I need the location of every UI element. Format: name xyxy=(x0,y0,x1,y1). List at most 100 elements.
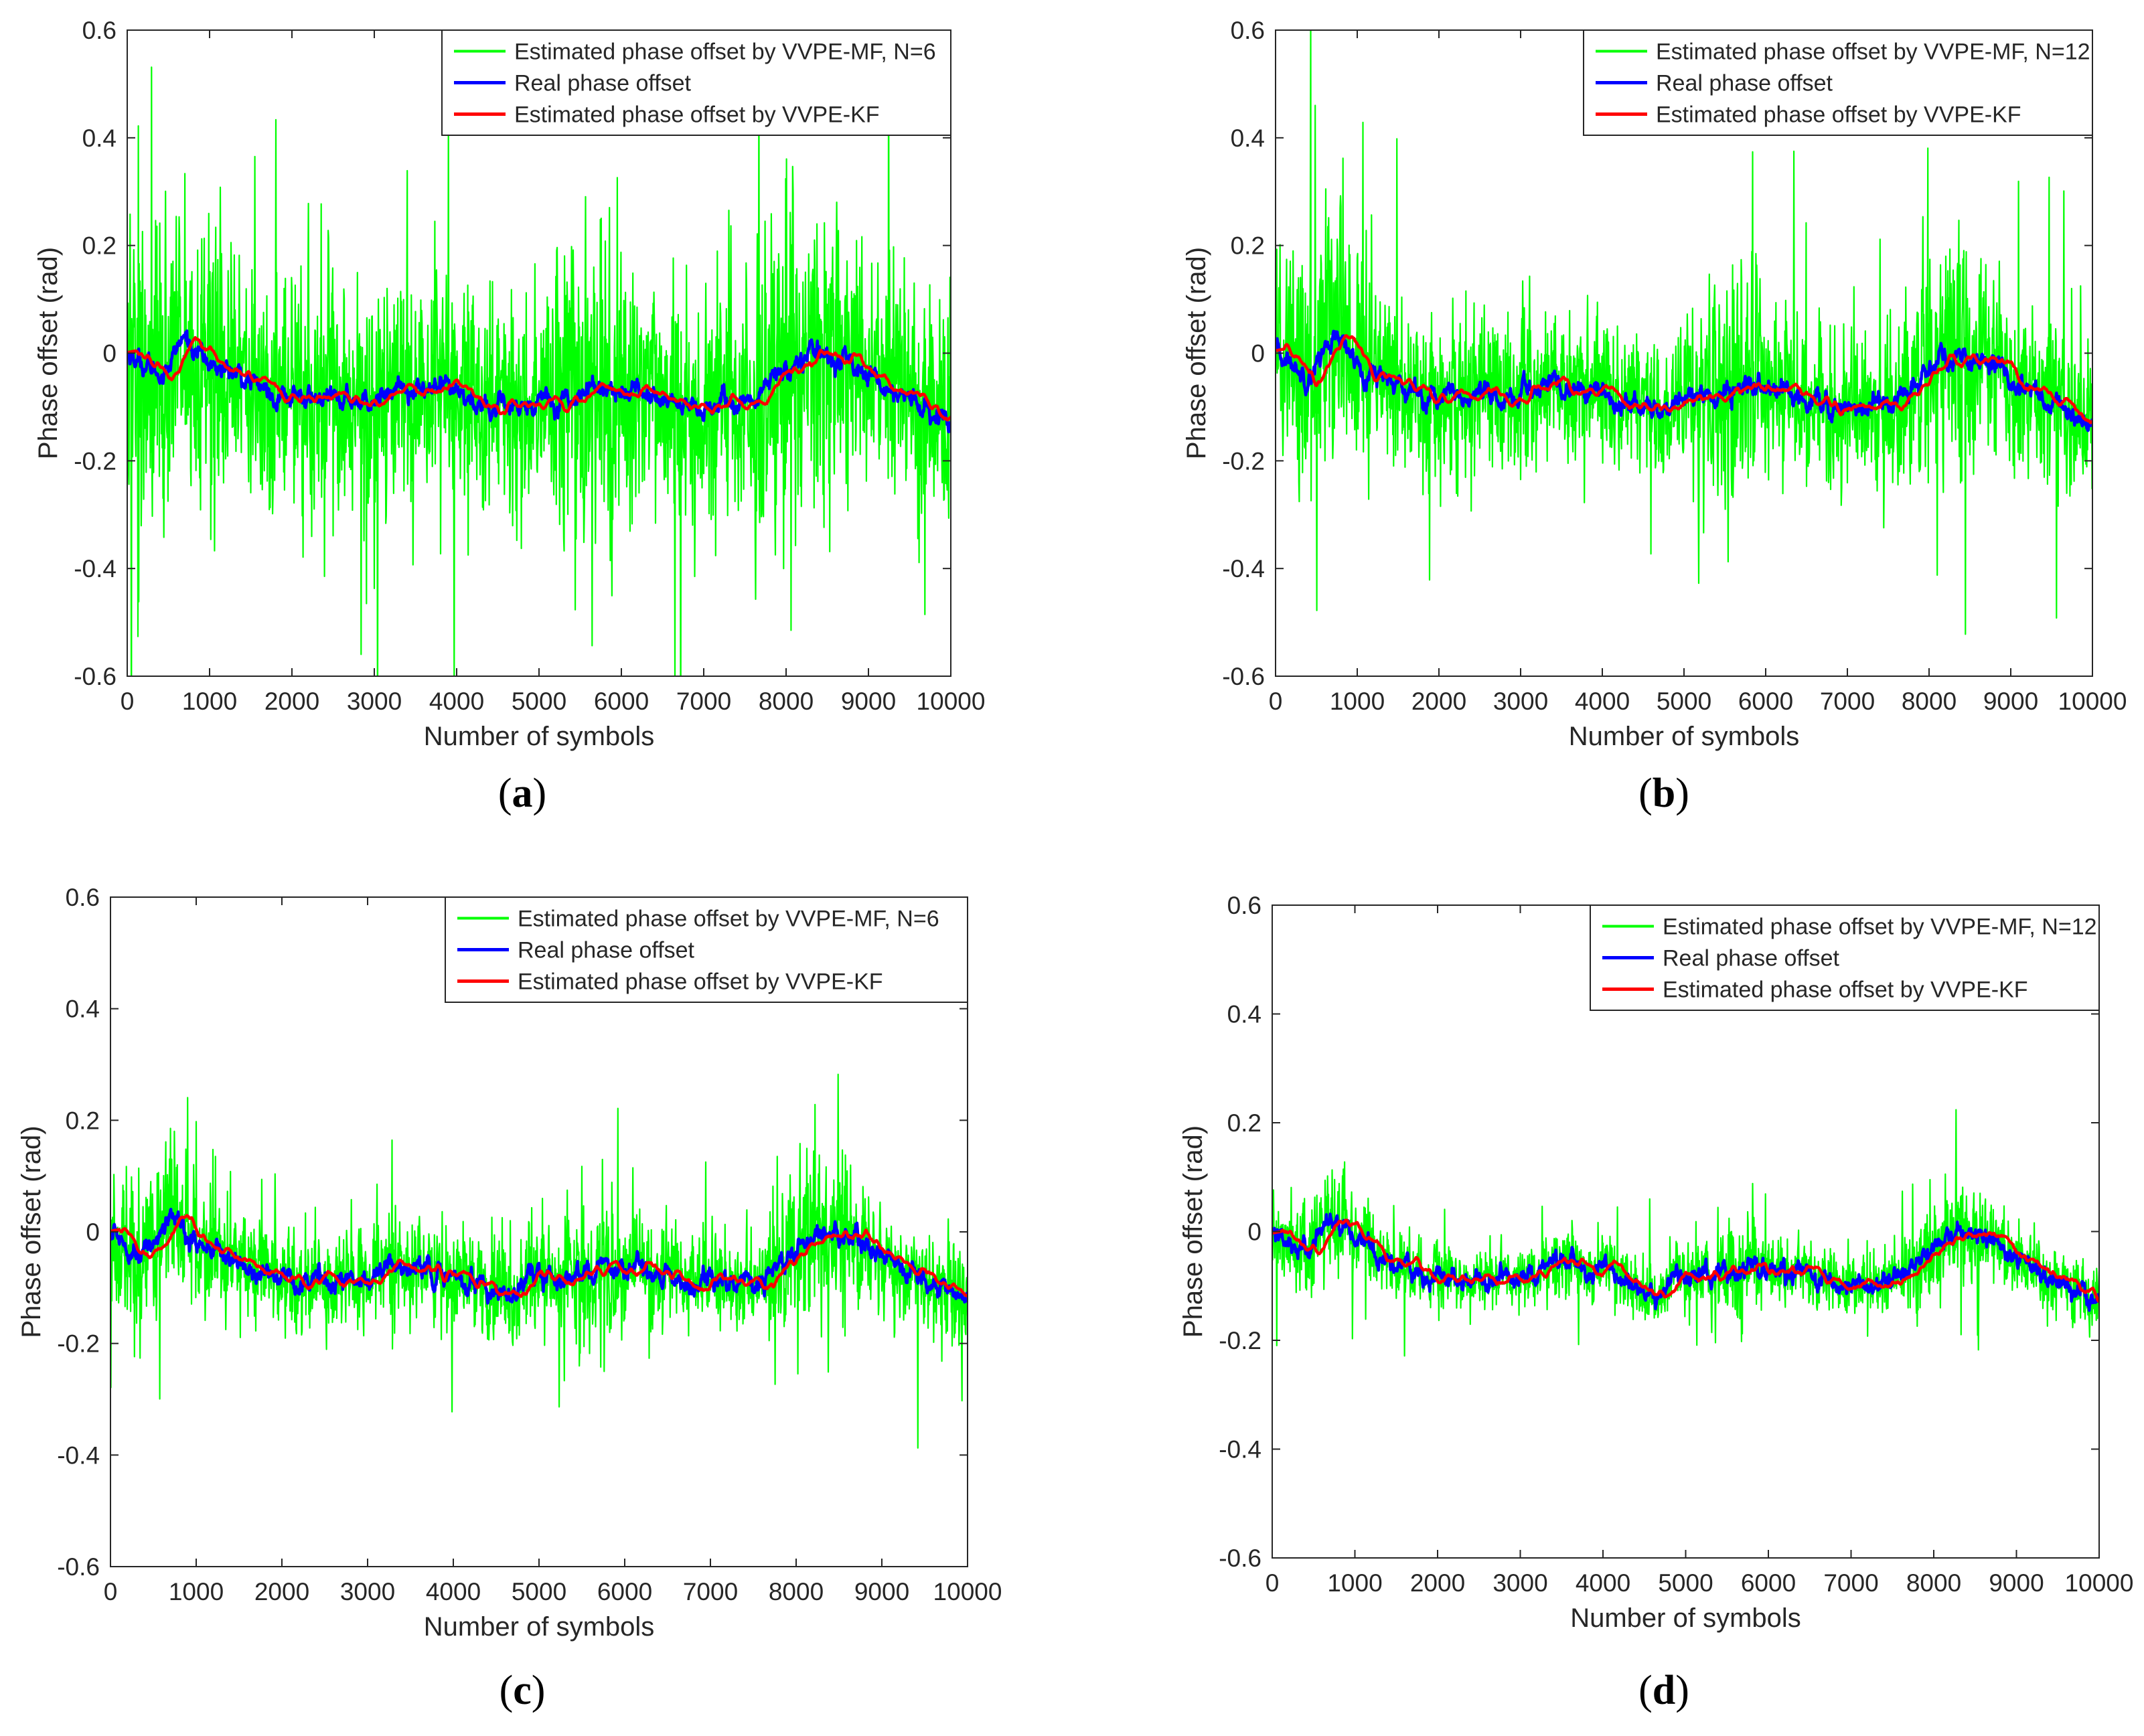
x-tick-label: 9000 xyxy=(1983,688,2038,715)
y-tick-label: 0 xyxy=(102,340,117,368)
x-tick-label: 2000 xyxy=(1411,688,1466,715)
panel-caption: (d) xyxy=(1638,1668,1689,1713)
legend-label-real: Real phase offset xyxy=(518,938,695,963)
y-axis-label: Phase offset (rad) xyxy=(33,247,63,459)
series-line-kf xyxy=(127,335,951,422)
x-tick-label: 0 xyxy=(104,1578,118,1605)
y-tick-label: -0.6 xyxy=(57,1553,100,1581)
legend-box xyxy=(445,896,968,1003)
x-tick-label: 1000 xyxy=(182,688,237,715)
legend-label-real: Real phase offset xyxy=(1663,946,1840,971)
x-tick-label: 1000 xyxy=(1327,1569,1382,1597)
legend: Estimated phase offset by VVPE-MF, N=12 R… xyxy=(1583,29,2093,136)
legend-label-real: Real phase offset xyxy=(514,71,692,96)
x-tick-label: 10000 xyxy=(2065,1569,2134,1597)
x-tick-label: 2000 xyxy=(264,688,319,715)
y-tick-label: -0.6 xyxy=(1219,1545,1261,1572)
x-tick-label: 7000 xyxy=(683,1578,738,1605)
x-tick-label: 4000 xyxy=(429,688,484,715)
x-tick-label: 5000 xyxy=(512,1578,566,1605)
x-axis-label: Number of symbols xyxy=(424,722,655,751)
y-tick-label: 0.2 xyxy=(1231,232,1265,260)
x-tick-label: 6000 xyxy=(1738,688,1793,715)
y-tick-label: 0.2 xyxy=(1227,1109,1261,1137)
y-tick-label: 0.4 xyxy=(82,125,117,152)
y-tick-label: 0 xyxy=(1247,1218,1261,1246)
panel-a: 0 1000 2000 3000 4000 5000 6000 7000 8000 9000 100… xyxy=(33,17,985,816)
x-tick-label: 10000 xyxy=(917,688,986,715)
y-axis-label: Phase offset (rad) xyxy=(17,1125,46,1338)
legend: Estimated phase offset by VVPE-MF, N=6 Re… xyxy=(441,29,951,136)
x-tick-label: 3000 xyxy=(1493,688,1548,715)
series-line-kf xyxy=(110,1214,968,1298)
x-tick-label: 3000 xyxy=(1492,1569,1547,1597)
x-axis-label: Number of symbols xyxy=(424,1612,655,1642)
x-tick-label: 9000 xyxy=(841,688,896,715)
x-tick-label: 10000 xyxy=(2058,688,2127,715)
x-tick-label: 5000 xyxy=(1657,688,1711,715)
x-tick-label: 2000 xyxy=(254,1578,309,1605)
x-tick-label: 10000 xyxy=(933,1578,1002,1605)
legend-label-noisy: Estimated phase offset by VVPE-MF, N=6 xyxy=(518,906,939,932)
legend-label-kf: Estimated phase offset by VVPE-KF xyxy=(1663,977,2028,1003)
x-tick-label: 0 xyxy=(1266,1569,1280,1597)
panel-b: 0 1000 2000 3000 4000 5000 6000 7000 8000 9000 100… xyxy=(1182,17,2127,816)
series-line-kf xyxy=(1272,1218,2099,1303)
x-tick-label: 6000 xyxy=(597,1578,652,1605)
series-line-real xyxy=(127,329,951,434)
y-tick-label: -0.2 xyxy=(57,1330,100,1358)
x-tick-label: 7000 xyxy=(676,688,731,715)
x-tick-label: 2000 xyxy=(1410,1569,1465,1597)
y-tick-label: -0.2 xyxy=(1219,1327,1261,1354)
legend-label-kf: Estimated phase offset by VVPE-KF xyxy=(1656,102,2021,128)
y-axis-label: Phase offset (rad) xyxy=(1182,247,1211,459)
y-tick-label: 0.6 xyxy=(1227,892,1261,919)
y-tick-label: 0.4 xyxy=(66,996,100,1023)
series-line-real xyxy=(1272,1212,2099,1312)
x-tick-label: 9000 xyxy=(1989,1569,2044,1597)
y-tick-label: 0.2 xyxy=(82,232,117,260)
y-tick-label: -0.2 xyxy=(1222,447,1265,475)
x-tick-label: 4000 xyxy=(1575,688,1630,715)
x-tick-label: 1000 xyxy=(1330,688,1385,715)
y-tick-label: 0.6 xyxy=(82,17,117,44)
y-tick-label: -0.6 xyxy=(1222,663,1265,690)
y-tick-label: 0.2 xyxy=(66,1107,100,1134)
series-line-noisy xyxy=(1276,30,2092,635)
series-line-noisy xyxy=(110,1073,968,1449)
x-tick-label: 1000 xyxy=(169,1578,224,1605)
x-tick-label: 5000 xyxy=(1658,1569,1713,1597)
series-line-kf xyxy=(1276,334,2092,424)
x-tick-label: 8000 xyxy=(769,1578,824,1605)
x-tick-label: 5000 xyxy=(512,688,566,715)
legend-label-noisy: Estimated phase offset by VVPE-MF, N=12 xyxy=(1663,915,2097,940)
legend-box xyxy=(441,29,951,136)
x-tick-label: 8000 xyxy=(759,688,814,715)
y-tick-label: 0 xyxy=(86,1218,100,1246)
series-line-noisy xyxy=(127,34,951,676)
y-tick-label: -0.6 xyxy=(74,663,117,690)
x-tick-label: 6000 xyxy=(594,688,649,715)
legend: Estimated phase offset by VVPE-MF, N=6 Re… xyxy=(445,896,968,1003)
series-line-real xyxy=(110,1207,968,1305)
panel-d: 0 1000 2000 3000 4000 5000 6000 7000 8000 9000 100… xyxy=(1178,892,2133,1713)
panel-c: 0 1000 2000 3000 4000 5000 6000 7000 8000 9000 100… xyxy=(17,884,1002,1713)
y-tick-label: -0.4 xyxy=(57,1441,100,1469)
y-tick-label: -0.4 xyxy=(1222,555,1265,582)
x-tick-label: 7000 xyxy=(1823,1569,1878,1597)
legend-label-kf: Estimated phase offset by VVPE-KF xyxy=(518,969,883,995)
x-tick-label: 8000 xyxy=(1902,688,1957,715)
x-tick-label: 3000 xyxy=(340,1578,395,1605)
x-tick-label: 9000 xyxy=(854,1578,909,1605)
y-tick-label: 0.4 xyxy=(1231,125,1265,152)
legend-label-kf: Estimated phase offset by VVPE-KF xyxy=(514,102,880,128)
y-tick-label: 0.4 xyxy=(1227,1001,1261,1028)
y-axis-label: Phase offset (rad) xyxy=(1178,1125,1208,1338)
panel-caption: (a) xyxy=(498,771,546,816)
x-tick-label: 3000 xyxy=(347,688,402,715)
y-tick-label: -0.2 xyxy=(74,447,117,475)
legend-label-noisy: Estimated phase offset by VVPE-MF, N=12 xyxy=(1656,40,2090,65)
x-tick-label: 6000 xyxy=(1741,1569,1796,1597)
panel-caption: (c) xyxy=(500,1668,546,1713)
